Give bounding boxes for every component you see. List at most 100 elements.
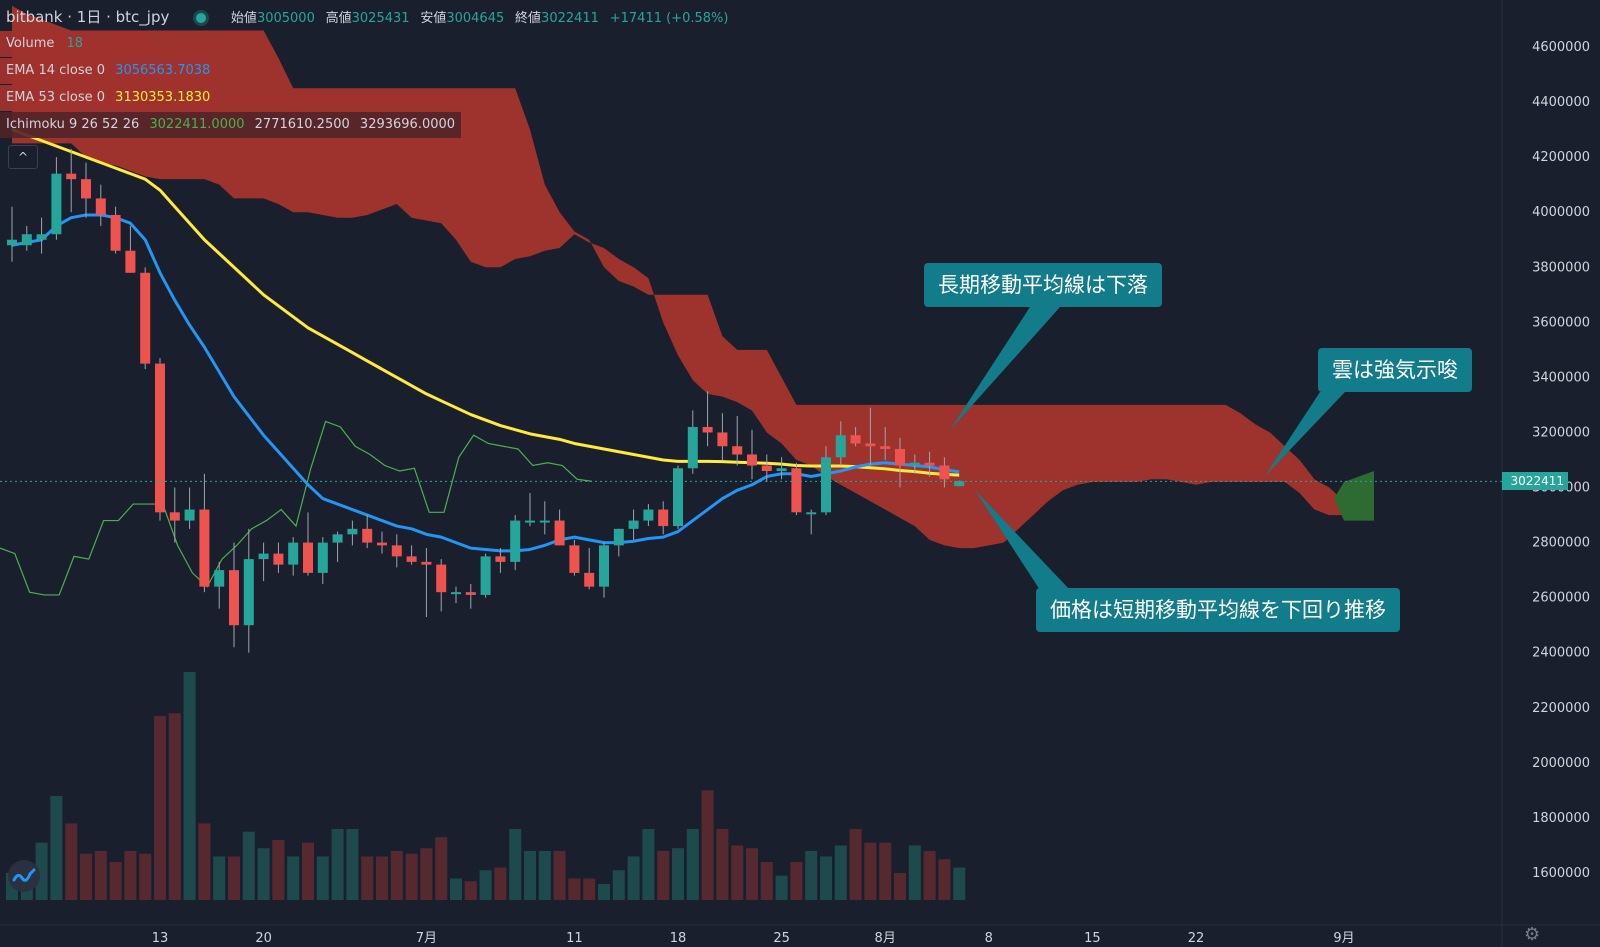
legend-ema14[interactable]: EMA 14 close 0 3056563.7038: [0, 58, 217, 84]
volume-bar: [612, 870, 625, 900]
volume-bar: [775, 875, 788, 900]
price-tick-label: 4400000: [1532, 95, 1590, 110]
candle-body: [377, 542, 387, 546]
candle: [95, 184, 106, 226]
candle-body: [288, 542, 299, 565]
candle: [643, 504, 654, 527]
candle: [569, 539, 580, 576]
candle: [732, 415, 743, 466]
candle-body: [525, 520, 535, 523]
candle: [214, 561, 225, 609]
ema14-label: EMA 14 close 0: [6, 63, 106, 78]
time-tick-label: 13: [152, 931, 169, 946]
volume-bar: [80, 853, 92, 900]
volume-bar: [538, 850, 551, 900]
lagging-span-path: [0, 420, 593, 596]
legend-ichimoku[interactable]: Ichimoku 9 26 52 26 3022411.0000 2771610…: [0, 112, 462, 138]
callout-cloud: 雲は強気示唆: [1318, 348, 1472, 392]
candle-body: [835, 435, 846, 458]
candle: [613, 528, 624, 557]
candle-body: [21, 234, 32, 246]
candle: [806, 509, 817, 535]
volume-bar: [168, 713, 181, 900]
candle-body: [702, 426, 713, 433]
candle: [895, 437, 905, 488]
candle: [66, 148, 77, 213]
symbol-title[interactable]: bitbank · 1日 · btc_jpy: [6, 8, 170, 26]
legend-volume[interactable]: Volume 18: [0, 31, 154, 57]
candle: [821, 446, 831, 516]
volume-bar: [420, 848, 433, 900]
candle: [880, 426, 891, 460]
candle: [243, 528, 254, 653]
candle-body: [169, 512, 180, 521]
time-axis[interactable]: 13 20 7月 11 18 25 8月 8 15 22 9月: [152, 931, 1355, 946]
candle-body: [347, 528, 358, 535]
volume-bar: [361, 856, 374, 900]
candle: [939, 457, 950, 488]
volume-bar: [35, 842, 48, 900]
ichimoku-lagging-span: [0, 420, 593, 596]
volume-bar: [65, 823, 78, 900]
candle: [81, 162, 91, 218]
low-label: 安値: [420, 11, 447, 26]
candle-body: [51, 173, 62, 235]
price-tick-label: 3200000: [1532, 425, 1590, 440]
volume-bar: [228, 856, 240, 900]
candle: [954, 480, 965, 487]
ichimoku-cloud: [12, 5, 1374, 549]
volume-bar: [553, 850, 566, 900]
candle-body: [125, 250, 136, 273]
volume-bar: [154, 716, 166, 900]
candle: [288, 537, 299, 576]
candle: [7, 206, 17, 262]
candle: [554, 509, 565, 546]
volume-bar: [331, 828, 344, 900]
ema53-line: [11, 128, 960, 477]
collapse-legend-button[interactable]: ^: [8, 145, 38, 169]
price-tick-label: 4600000: [1532, 40, 1590, 55]
candle: [155, 358, 165, 521]
legend-ema53[interactable]: EMA 53 close 0 3130353.1830: [0, 85, 217, 111]
price-axis[interactable]: 4600000 4400000 4200000 4000000 3800000 36000…: [1532, 40, 1590, 881]
candle-body: [421, 561, 432, 565]
time-tick-label: 20: [255, 931, 272, 946]
volume-bar: [50, 795, 63, 900]
chart-header: bitbank · 1日 · btc_jpy 始値3005000 高値30254…: [6, 6, 734, 27]
volume-bar: [139, 853, 152, 900]
low-value: 3004645: [446, 11, 505, 26]
candle-body: [806, 512, 817, 515]
tradingview-logo-icon[interactable]: [8, 860, 40, 892]
candle: [169, 487, 180, 543]
time-tick-label: 8月: [875, 931, 896, 946]
candle: [791, 462, 802, 516]
candle: [391, 534, 402, 568]
candle-body: [909, 462, 920, 466]
time-tick-label: 15: [1084, 931, 1101, 946]
volume-bar: [346, 828, 359, 900]
candle: [584, 548, 595, 590]
candle-body: [110, 214, 121, 251]
candle: [673, 465, 683, 529]
candle-body: [673, 468, 683, 527]
volume-bar: [287, 856, 300, 900]
candle-body: [643, 509, 654, 521]
candle-body: [406, 556, 417, 562]
candle: [628, 509, 639, 540]
high-value: 3025431: [351, 11, 410, 26]
volume-bar: [938, 859, 951, 900]
candle: [184, 487, 195, 529]
candle: [702, 391, 713, 447]
callout-cloud-pointer: [1265, 392, 1345, 476]
change-value: +17411 (+0.58%): [609, 11, 729, 26]
volume-bar: [390, 850, 403, 900]
gear-icon[interactable]: ⚙: [1524, 924, 1541, 945]
volume-bar: [731, 845, 744, 900]
candlesticks: [7, 148, 965, 653]
candle: [747, 429, 757, 480]
candle: [362, 515, 373, 549]
candle: [303, 512, 313, 576]
time-tick-label: 9月: [1333, 931, 1354, 946]
candle-body: [613, 528, 624, 546]
